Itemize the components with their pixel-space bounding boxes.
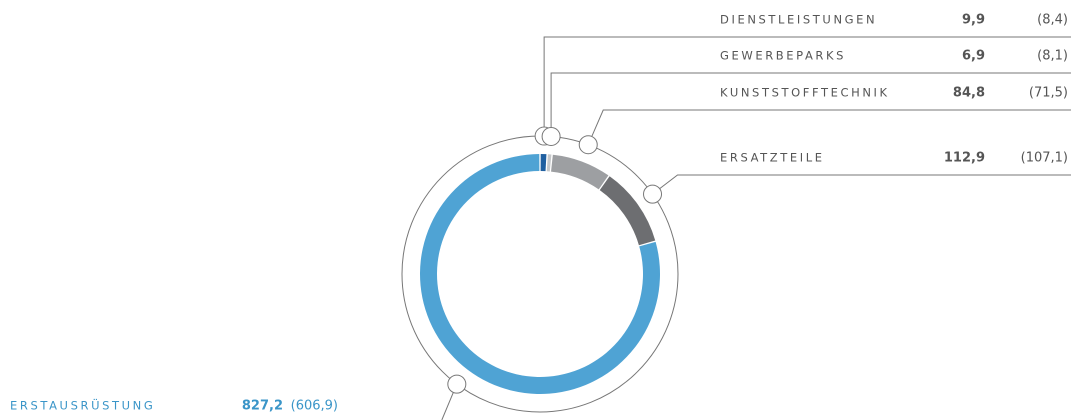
previous-value-label: (606,9): [291, 399, 338, 414]
donut-segment: [546, 154, 552, 172]
leader-line: [550, 72, 1071, 137]
value-label: 112,9: [944, 151, 985, 166]
category-label: KUNSTSTOFFTECHNIK: [720, 86, 890, 100]
previous-value-label: (8,1): [1037, 49, 1068, 64]
category-label: GEWERBEPARKS: [720, 49, 846, 63]
bubble: [447, 374, 467, 394]
previous-value-label: (8,4): [1037, 13, 1068, 28]
leader-line: [652, 174, 1071, 195]
bubble: [578, 135, 598, 155]
donut-segment: [540, 154, 547, 172]
donut-segment: [599, 176, 656, 246]
outer-ring: [401, 135, 679, 413]
value-label: 9,9: [962, 13, 985, 28]
previous-value-label: (107,1): [1021, 151, 1068, 166]
category-label: DIENSTLEISTUNGEN: [720, 13, 877, 27]
value-label: 84,8: [953, 86, 985, 101]
category-label: ERSATZTEILE: [720, 151, 825, 165]
donut-segment: [551, 154, 609, 190]
value-label: 827,2: [242, 399, 283, 414]
value-label: 6,9: [962, 49, 985, 64]
leader-line: [543, 36, 1071, 137]
previous-value-label: (71,5): [1029, 86, 1068, 101]
category-label: ERSTAUSRÜSTUNG: [10, 397, 155, 413]
bubble: [541, 126, 561, 146]
leader-line: [587, 109, 1071, 145]
bubble: [643, 184, 663, 204]
